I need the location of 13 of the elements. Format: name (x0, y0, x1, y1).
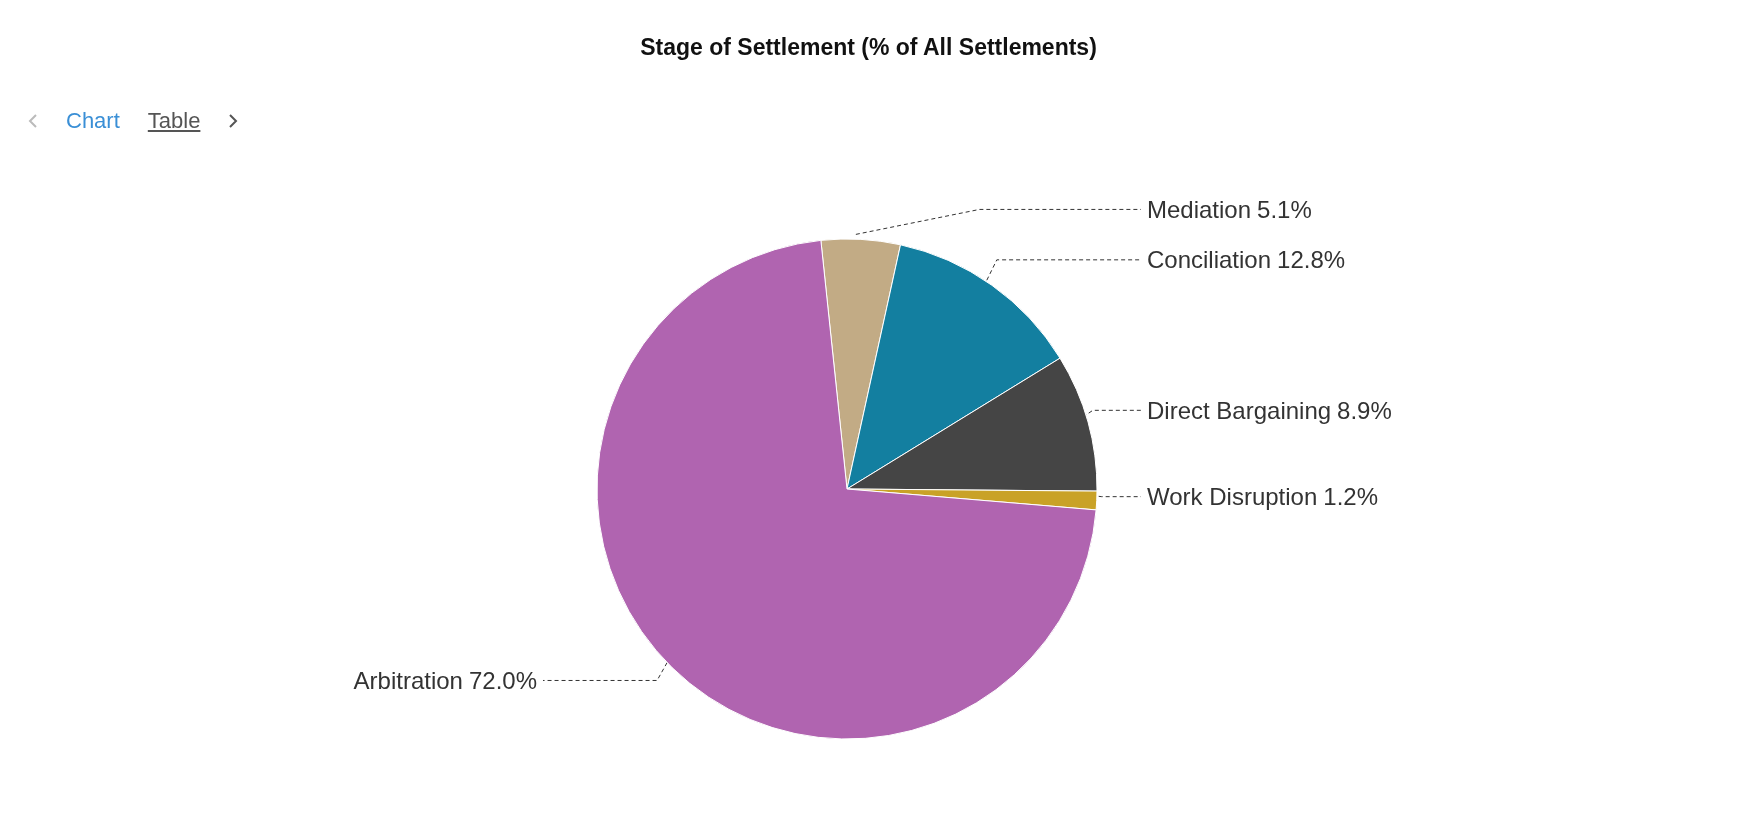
slice-label: Conciliation (1147, 246, 1272, 274)
data-label: 8.9% (1337, 396, 1392, 424)
slice-label: Work Disruption (1147, 483, 1318, 511)
chart-title: Stage of Settlement (% of All Settlements) (639, 34, 1098, 61)
slice-label: Direct Bargaining (1147, 396, 1332, 424)
slice-label: Mediation (1147, 195, 1252, 223)
data-label: 72.0% (468, 666, 537, 694)
text: Chart (66, 108, 120, 134)
text: Table (147, 108, 201, 134)
data-label: 12.8% (1277, 246, 1346, 274)
data-label: 5.1% (1257, 195, 1312, 223)
data-label: 1.2% (1323, 483, 1378, 511)
slice-label: Arbitration (353, 666, 463, 694)
